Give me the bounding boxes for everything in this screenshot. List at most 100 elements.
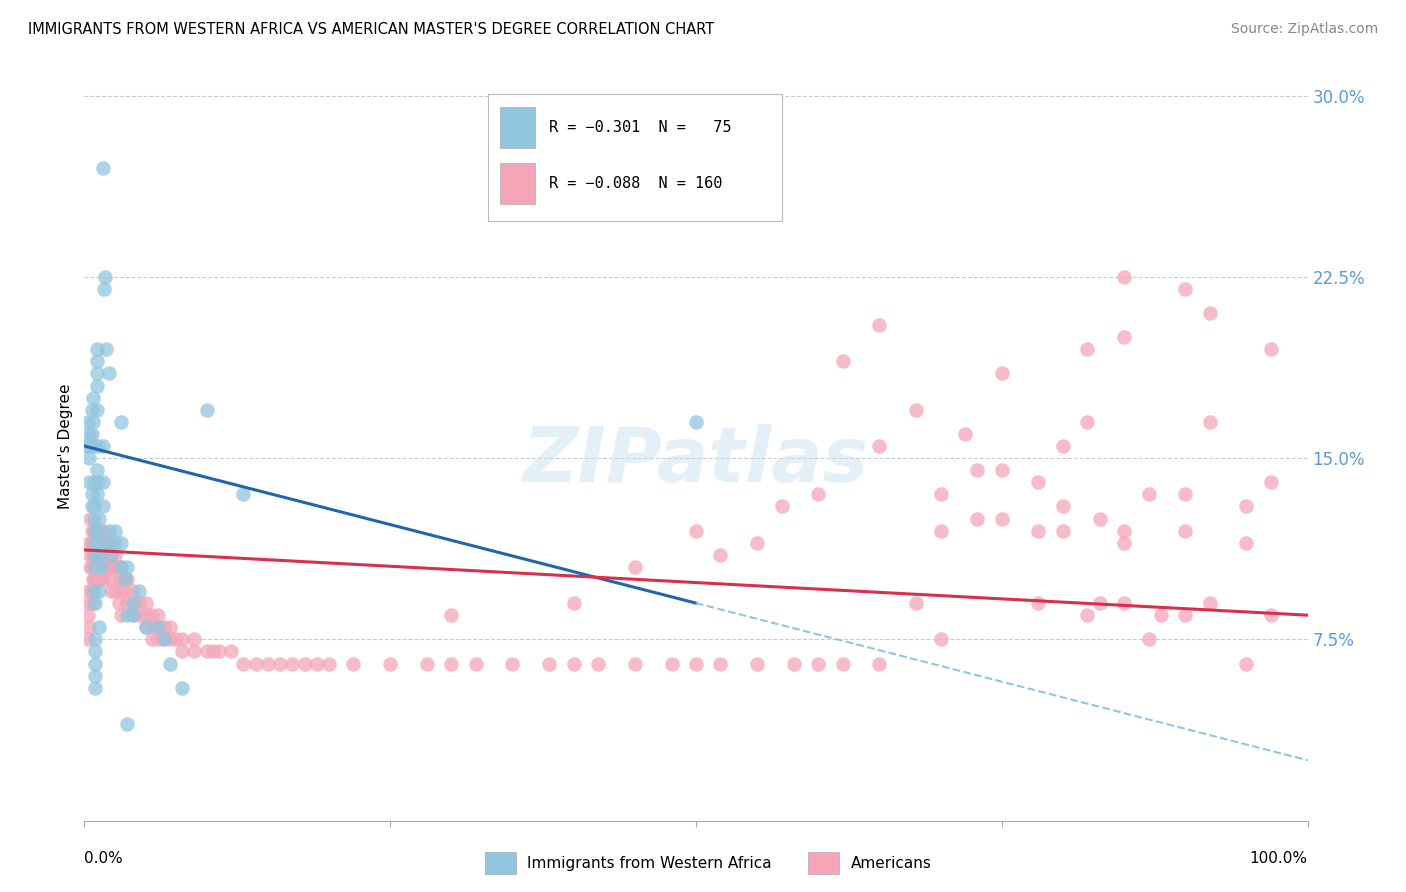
Point — [440, 608, 463, 623]
Point — [110, 559, 132, 574]
Bar — [501, 163, 534, 204]
Point — [86, 535, 108, 549]
Point — [807, 657, 830, 671]
Point — [77, 596, 100, 610]
Point — [1198, 415, 1220, 429]
Point — [93, 282, 115, 296]
Point — [82, 572, 104, 586]
Point — [89, 548, 111, 562]
Point — [80, 402, 103, 417]
Point — [87, 548, 110, 562]
Point — [991, 463, 1014, 477]
Text: Immigrants from Western Africa: Immigrants from Western Africa — [527, 855, 772, 871]
Point — [91, 439, 114, 453]
Point — [87, 559, 110, 574]
Point — [538, 657, 561, 671]
Point — [1114, 330, 1136, 344]
Point — [709, 548, 731, 562]
Point — [82, 439, 104, 453]
Point — [929, 487, 952, 501]
Point — [89, 548, 111, 562]
Point — [80, 584, 103, 599]
Point — [79, 559, 101, 574]
Point — [82, 548, 104, 562]
Point — [929, 632, 952, 647]
Point — [232, 657, 254, 671]
Point — [416, 657, 439, 671]
Point — [97, 572, 120, 586]
Point — [195, 402, 218, 417]
Point — [86, 463, 108, 477]
Point — [380, 657, 402, 671]
Point — [245, 657, 267, 671]
Point — [1174, 282, 1197, 296]
Point — [114, 572, 136, 586]
Point — [83, 511, 105, 525]
Point — [86, 524, 108, 538]
Point — [77, 426, 100, 441]
Point — [1028, 524, 1050, 538]
Point — [115, 596, 138, 610]
Point — [1174, 524, 1197, 538]
Point — [122, 596, 145, 610]
Point — [87, 475, 110, 490]
Point — [135, 620, 157, 634]
Point — [87, 511, 110, 525]
Point — [1114, 524, 1136, 538]
Point — [562, 657, 585, 671]
Point — [90, 559, 112, 574]
Point — [141, 608, 163, 623]
Point — [83, 500, 105, 514]
Point — [159, 657, 181, 671]
Point — [110, 415, 132, 429]
Point — [76, 439, 98, 453]
Point — [464, 657, 486, 671]
Point — [1114, 269, 1136, 284]
Point — [153, 620, 176, 634]
Point — [86, 378, 108, 392]
FancyBboxPatch shape — [488, 94, 782, 221]
Point — [135, 596, 157, 610]
Point — [83, 548, 105, 562]
Point — [114, 572, 136, 586]
Point — [77, 584, 100, 599]
Point — [84, 535, 107, 549]
Point — [91, 524, 114, 538]
Point — [83, 475, 105, 490]
Point — [219, 644, 242, 658]
Point — [709, 657, 731, 671]
Point — [86, 559, 108, 574]
Point — [86, 402, 108, 417]
Point — [685, 657, 707, 671]
Point — [107, 572, 129, 586]
Point — [831, 657, 853, 671]
Point — [91, 475, 114, 490]
Point — [115, 608, 138, 623]
Point — [201, 644, 224, 658]
Point — [1260, 475, 1282, 490]
Point — [269, 657, 291, 671]
Point — [195, 644, 218, 658]
Point — [110, 584, 132, 599]
Point — [159, 632, 181, 647]
Point — [104, 584, 127, 599]
Point — [991, 511, 1014, 525]
Point — [96, 343, 118, 357]
Point — [115, 717, 138, 731]
Point — [966, 463, 988, 477]
Point — [80, 500, 103, 514]
Point — [82, 596, 104, 610]
Point — [83, 535, 105, 549]
Point — [80, 487, 103, 501]
Point — [110, 608, 132, 623]
Point — [89, 524, 111, 538]
Point — [104, 535, 127, 549]
Point — [80, 524, 103, 538]
Point — [79, 511, 101, 525]
Point — [86, 487, 108, 501]
Point — [107, 559, 129, 574]
Point — [135, 620, 157, 634]
Point — [172, 632, 194, 647]
Point — [80, 559, 103, 574]
Point — [77, 475, 100, 490]
